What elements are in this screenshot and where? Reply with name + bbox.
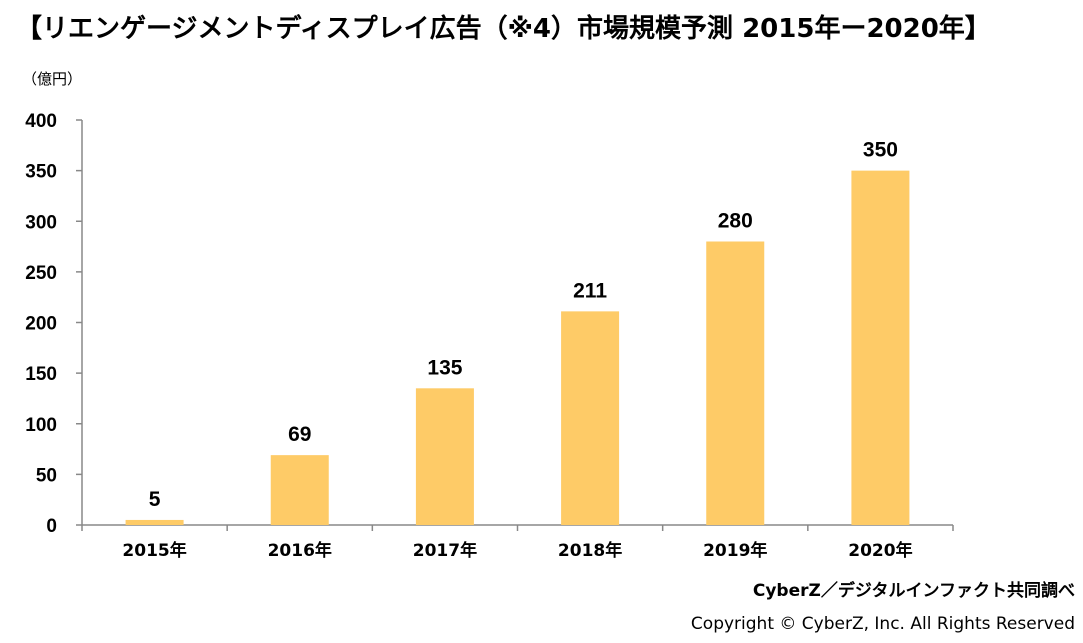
- bar-2019年: [706, 241, 765, 525]
- y-tick-label: 250: [25, 263, 57, 284]
- y-tick-label: 400: [25, 111, 57, 132]
- x-category-label: 2018年: [558, 540, 622, 561]
- y-tick-label: 200: [25, 314, 57, 335]
- y-tick-label: 50: [36, 465, 57, 486]
- chart-title: 【リエンゲージメントディスプレイ広告（※4）市場規模予測 2015年ー2020年…: [16, 14, 991, 44]
- bar-2016年: [270, 455, 329, 525]
- data-label: 69: [288, 423, 311, 446]
- bar-2018年: [561, 311, 620, 525]
- bar-2020年: [851, 170, 910, 525]
- y-tick-label: 0: [46, 516, 57, 537]
- bar-2015年: [125, 519, 184, 525]
- data-label: 280: [718, 210, 753, 233]
- x-category-label: 2019年: [703, 540, 767, 561]
- y-tick-label: 100: [25, 415, 57, 436]
- x-category-label: 2015年: [122, 540, 186, 561]
- y-tick-label: 150: [25, 364, 57, 385]
- x-category-label: 2020年: [848, 540, 912, 561]
- source-note: CyberZ／デジタルインファクト共同調べ: [752, 581, 1075, 601]
- data-label: 211: [573, 279, 607, 302]
- y-axis-unit-label: （億円）: [22, 70, 83, 88]
- data-label: 135: [427, 356, 462, 379]
- x-category-label: 2017年: [413, 540, 477, 561]
- y-tick-label: 300: [25, 212, 57, 233]
- y-tick-label: 350: [25, 162, 57, 183]
- copyright-notice: Copyright © CyberZ, Inc. All Rights Rese…: [690, 614, 1075, 634]
- data-label: 5: [149, 488, 161, 511]
- bar-2017年: [415, 388, 474, 525]
- x-category-label: 2016年: [268, 540, 332, 561]
- data-label: 350: [863, 139, 898, 162]
